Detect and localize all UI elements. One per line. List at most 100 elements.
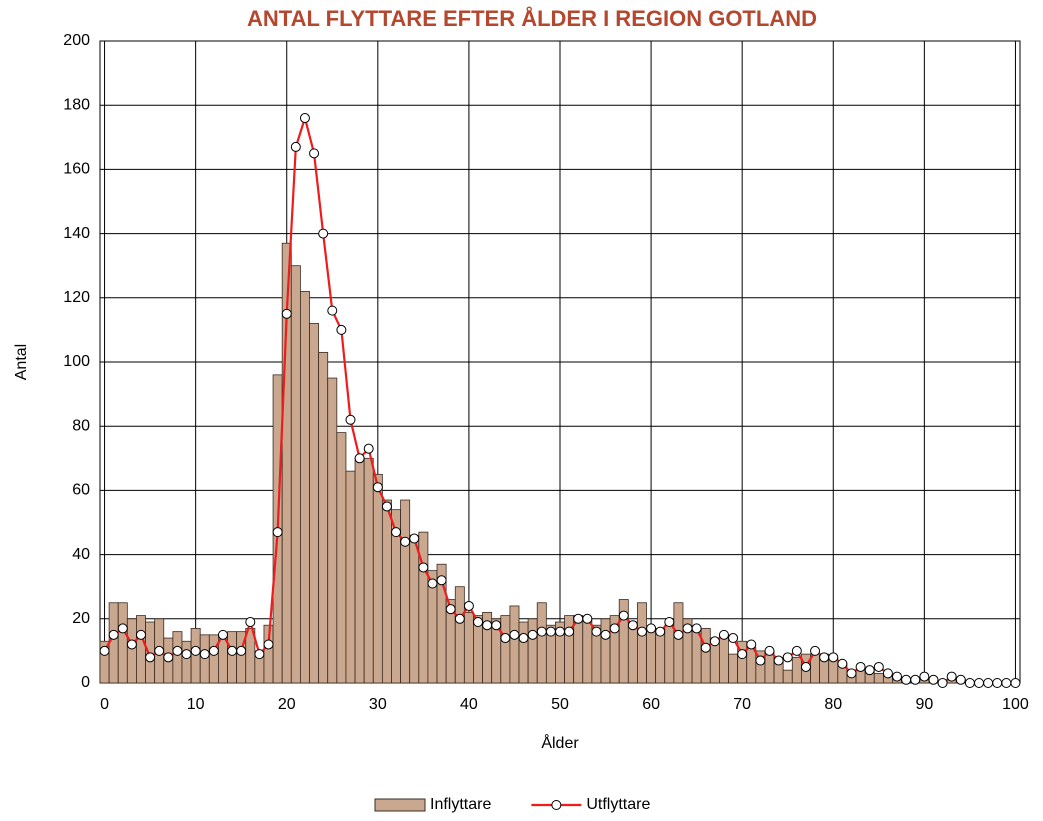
bar xyxy=(136,615,146,684)
line-marker xyxy=(181,649,192,660)
line-marker xyxy=(163,652,174,663)
line-marker xyxy=(974,678,985,688)
bar xyxy=(299,290,310,684)
line-marker xyxy=(955,674,966,685)
x-tick-label: 90 xyxy=(915,696,933,713)
y-tick-label: 200 xyxy=(63,32,90,49)
bar xyxy=(172,631,183,684)
line-marker xyxy=(281,308,292,319)
legend-swatch xyxy=(374,798,426,812)
bar xyxy=(345,470,356,684)
line-marker xyxy=(892,671,903,682)
line-marker xyxy=(372,482,383,493)
line-marker xyxy=(99,645,110,656)
x-tick-label: 30 xyxy=(369,696,387,713)
line-marker xyxy=(983,678,994,688)
line-marker xyxy=(691,623,702,634)
bar xyxy=(363,457,374,684)
line-marker xyxy=(381,501,392,512)
line-marker xyxy=(764,645,775,656)
line-marker xyxy=(217,629,228,640)
line-marker xyxy=(591,626,602,637)
line-marker xyxy=(473,617,484,628)
bar xyxy=(227,631,238,684)
line-marker xyxy=(545,626,556,637)
line-marker xyxy=(327,305,338,316)
line-marker xyxy=(154,645,165,656)
line-marker xyxy=(254,649,265,660)
line-marker xyxy=(791,645,802,656)
line-marker xyxy=(172,645,183,656)
line-marker xyxy=(482,620,493,631)
line-marker xyxy=(709,636,720,647)
x-tick-label: 70 xyxy=(733,696,751,713)
line-marker xyxy=(964,678,975,688)
x-axis-label: Ålder xyxy=(541,733,579,752)
bar xyxy=(719,634,729,684)
bar xyxy=(354,457,365,684)
bar xyxy=(582,618,593,684)
line-marker xyxy=(336,324,347,335)
line-marker xyxy=(190,645,201,656)
bar xyxy=(873,672,884,684)
line-marker xyxy=(664,617,675,628)
line-marker xyxy=(855,661,866,672)
line-marker xyxy=(937,678,948,688)
bar xyxy=(336,432,347,684)
line-marker xyxy=(618,610,629,621)
line-marker xyxy=(837,658,848,669)
bar xyxy=(746,647,757,684)
line-marker xyxy=(409,533,420,544)
line-marker xyxy=(299,113,310,124)
line-marker xyxy=(573,613,584,624)
bar xyxy=(600,618,611,684)
y-tick-label: 80 xyxy=(72,417,90,434)
line-marker xyxy=(609,623,620,634)
line-marker xyxy=(236,645,247,656)
x-tick-label: 40 xyxy=(460,696,478,713)
line-marker xyxy=(655,626,666,637)
line-marker xyxy=(227,645,238,656)
line-marker xyxy=(145,652,156,663)
x-tick-label: 0 xyxy=(100,696,109,713)
bar xyxy=(673,602,684,684)
bar xyxy=(782,669,793,684)
line-marker xyxy=(500,633,511,644)
y-tick-label: 100 xyxy=(63,353,90,370)
line-marker xyxy=(910,674,921,685)
legend-label: Inflyttare xyxy=(430,796,491,813)
line-marker xyxy=(846,668,857,679)
line-marker xyxy=(700,642,711,653)
chart-title: ANTAL FLYTTARE EFTER ÅLDER I REGION GOTL… xyxy=(247,5,817,31)
bar xyxy=(509,605,520,684)
bar xyxy=(573,615,584,684)
bar xyxy=(700,628,711,684)
line-marker xyxy=(582,613,593,624)
bar xyxy=(646,628,657,684)
line-marker xyxy=(646,623,657,634)
line-marker xyxy=(682,623,693,634)
bar xyxy=(664,624,675,684)
line-marker xyxy=(135,629,146,640)
line-marker xyxy=(737,649,748,660)
line-marker xyxy=(290,141,301,152)
line-marker xyxy=(928,674,939,685)
line-marker xyxy=(718,629,729,640)
line-marker xyxy=(391,527,402,538)
bar xyxy=(290,265,301,684)
line-marker xyxy=(946,671,957,682)
line-marker xyxy=(509,629,520,640)
line-marker xyxy=(463,600,474,611)
line-marker xyxy=(309,148,320,159)
line-marker xyxy=(108,629,119,640)
line-marker xyxy=(208,645,219,656)
bar xyxy=(372,473,383,684)
line-marker xyxy=(564,626,575,637)
line-marker xyxy=(755,655,766,666)
line-marker xyxy=(901,674,912,685)
line-marker xyxy=(600,629,611,640)
line-marker xyxy=(245,617,256,628)
x-tick-label: 80 xyxy=(824,696,842,713)
line-marker xyxy=(746,639,757,650)
